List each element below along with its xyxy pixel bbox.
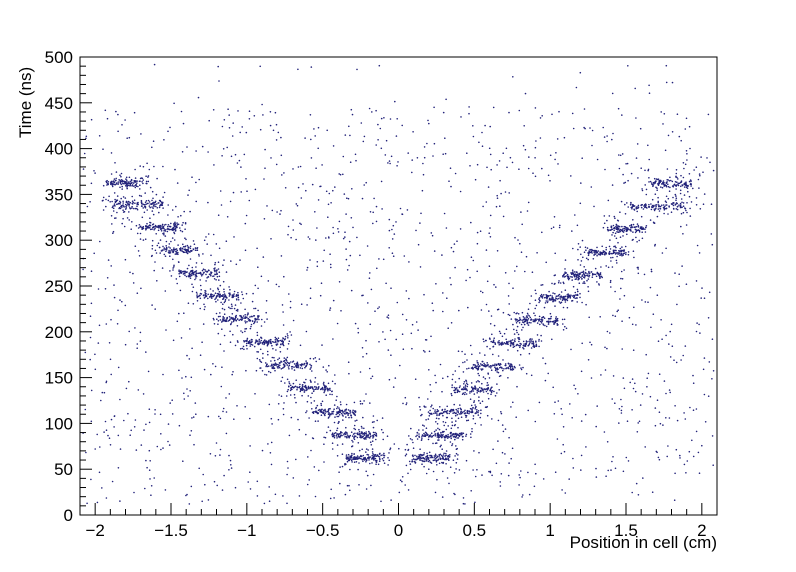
x-axis-title: Position in cell (cm) [570, 533, 717, 552]
y-tick-label: 400 [45, 140, 73, 159]
scatter-points [82, 63, 715, 505]
y-tick-label: 150 [45, 369, 73, 388]
x-tick-label: 0.5 [463, 521, 487, 540]
x-tick-label: −0.5 [306, 521, 340, 540]
x-tick-label: 0 [394, 521, 403, 540]
x-tick-label: −2 [85, 521, 104, 540]
y-axis-title: Time (ns) [16, 67, 35, 138]
y-tick-label: 350 [45, 185, 73, 204]
y-tick-label: 50 [54, 460, 73, 479]
y-tick-label: 450 [45, 94, 73, 113]
y-tick-label: 200 [45, 323, 73, 342]
y-tick-label: 250 [45, 277, 73, 296]
x-tick-label: 1 [545, 521, 554, 540]
y-tick-label: 500 [45, 48, 73, 67]
y-tick-label: 0 [64, 506, 73, 525]
x-tick-label: 1.5 [614, 521, 638, 540]
x-tick-label: −1 [237, 521, 256, 540]
axes: 0 50 100 150 200 250 300 350 400 450 500 −2 −1.5 −1 −0… [45, 48, 718, 540]
y-tick-label: 300 [45, 231, 73, 250]
x-tick-label: 2 [697, 521, 706, 540]
y-tick-label: 100 [45, 414, 73, 433]
x-tick-label: −1.5 [154, 521, 188, 540]
